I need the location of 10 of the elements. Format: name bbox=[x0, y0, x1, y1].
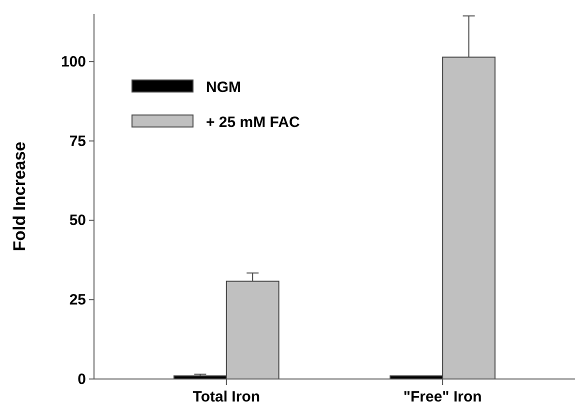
y-tick-label: 75 bbox=[69, 132, 86, 150]
legend-label: + 25 mM FAC bbox=[206, 114, 300, 131]
y-tick-label: 0 bbox=[78, 370, 86, 388]
y-tick-label: 25 bbox=[69, 291, 86, 308]
x-tick-label: Total Iron bbox=[192, 388, 260, 406]
y-tick-label: 50 bbox=[69, 212, 86, 230]
legend-label: NGM bbox=[206, 79, 241, 96]
y-axis-title: Fold Increase bbox=[10, 142, 29, 252]
y-tick-label: 100 bbox=[60, 53, 86, 70]
x-tick-label: "Free" Iron bbox=[403, 388, 482, 406]
